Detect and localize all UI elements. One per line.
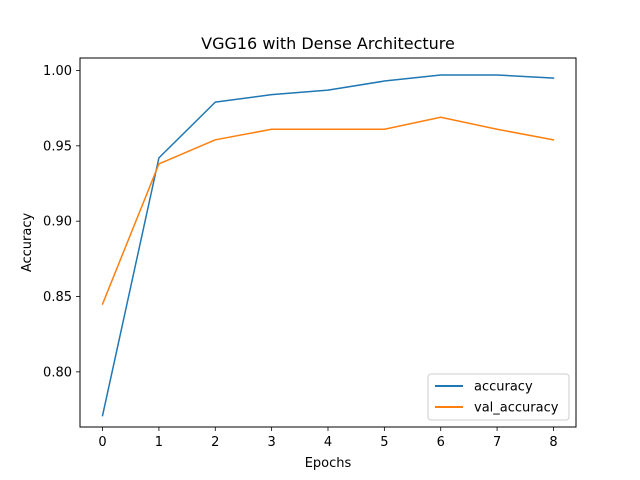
legend-label-accuracy: accuracy <box>474 380 533 395</box>
series-layer <box>101 74 555 417</box>
x-tick-label: 3 <box>267 435 275 450</box>
y-tick-label: 0.80 <box>43 365 72 380</box>
y-axis-ticks: 0.80 0.85 0.90 0.95 1.00 <box>43 64 80 380</box>
x-tick-label: 2 <box>211 435 219 450</box>
legend: accuracy val_accuracy <box>427 373 570 421</box>
x-tick-label: 1 <box>155 435 163 450</box>
chart-title: VGG16 with Dense Architecture <box>201 34 455 53</box>
y-tick-label: 0.85 <box>43 290 72 305</box>
x-tick-label: 6 <box>437 435 445 450</box>
y-axis-label: Accuracy <box>20 213 35 273</box>
series-line-accuracy <box>101 74 555 417</box>
x-tick-label: 8 <box>549 435 557 450</box>
y-tick-label: 0.90 <box>43 215 72 230</box>
x-tick-label: 7 <box>493 435 501 450</box>
legend-label-val-accuracy: val_accuracy <box>474 401 559 416</box>
series-line-val-accuracy <box>101 116 555 306</box>
x-axis-label: Epochs <box>305 456 352 471</box>
plot-frame <box>79 57 577 428</box>
x-tick-label: 0 <box>98 435 106 450</box>
x-tick-label: 4 <box>324 435 332 450</box>
x-axis-ticks: 0 1 2 3 4 5 6 7 8 <box>98 427 558 450</box>
y-tick-label: 0.95 <box>43 139 72 154</box>
x-tick-label: 5 <box>380 435 388 450</box>
y-tick-label: 1.00 <box>43 64 72 79</box>
legend-box <box>427 373 570 421</box>
